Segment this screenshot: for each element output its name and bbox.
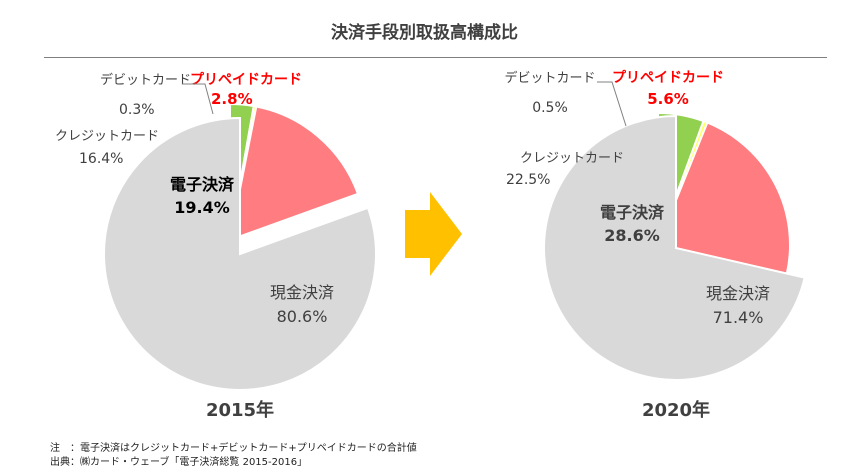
- credit-label-0: クレジットカード: [55, 129, 159, 144]
- footnotes: 注 ：電子決済はクレジットカード+デビットカード+プリペイドカードの合計値 出典…: [50, 442, 417, 470]
- group-value-1: 28.6%: [604, 226, 660, 245]
- credit-value-1: 22.5%: [506, 172, 550, 188]
- footnote-note: 注 ：電子決済はクレジットカード+デビットカード+プリペイドカードの合計値: [50, 443, 417, 454]
- debit-leader-1: [597, 81, 627, 127]
- debit-leader-0: [182, 83, 214, 115]
- prepaid-value-0: 2.8%: [211, 90, 253, 108]
- pie-slice-1-クレジットカード: [656, 121, 791, 276]
- cash-label-1: 現金決済: [706, 284, 770, 303]
- transition-arrow: [405, 192, 462, 276]
- pie-slice-1-現金決済: [543, 114, 806, 381]
- debit-label-0: デビットカード: [100, 72, 191, 88]
- debit-value-1: 0.5%: [532, 100, 568, 116]
- cash-label-0: 現金決済: [270, 283, 334, 302]
- prepaid-value-1: 5.6%: [647, 90, 689, 108]
- credit-value-0: 16.4%: [79, 151, 123, 167]
- group-label-1: 電子決済: [600, 203, 665, 222]
- group-value-0: 19.4%: [174, 198, 230, 217]
- pie-slice-0-クレジットカード: [228, 105, 360, 242]
- pie-slice-0-現金決済: [102, 116, 377, 391]
- year-label-1: 2020年: [642, 399, 710, 421]
- prepaid-label-1: プリペイドカード: [612, 70, 724, 86]
- chart-title: 決済手段別取扱高構成比: [331, 23, 518, 43]
- footnote-source: 出典：㈱カード・ウェーブ「電子決済総覧 2015-2016」: [50, 457, 308, 468]
- debit-value-0: 0.3%: [119, 102, 155, 118]
- year-label-0: 2015年: [206, 399, 274, 421]
- cash-value-0: 80.6%: [277, 307, 328, 326]
- group-label-0: 電子決済: [170, 175, 235, 194]
- cash-value-1: 71.4%: [713, 308, 764, 327]
- debit-label-1: デビットカード: [504, 70, 595, 86]
- title-divider: [44, 57, 827, 58]
- prepaid-label-0: プリペイドカード: [190, 72, 302, 88]
- credit-label-1: クレジットカード: [520, 151, 624, 166]
